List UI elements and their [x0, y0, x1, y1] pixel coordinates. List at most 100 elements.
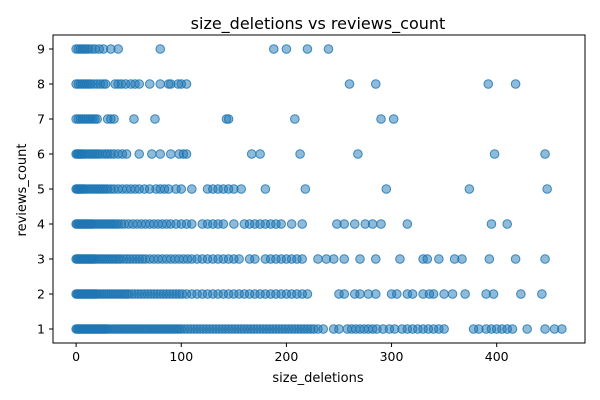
- data-point: [381, 184, 392, 194]
- data-point: [540, 324, 550, 334]
- data-point: [422, 254, 433, 264]
- data-point: [537, 289, 547, 299]
- data-point: [176, 184, 187, 194]
- x-tick-label: 0: [72, 349, 80, 364]
- data-point: [439, 324, 449, 334]
- y-tick-label: 7: [37, 112, 45, 127]
- data-point: [113, 44, 123, 54]
- x-axis: 0 100 200 300 400: [72, 343, 509, 364]
- data-point: [388, 114, 399, 124]
- y-tick-label: 4: [37, 217, 45, 232]
- data-point: [155, 149, 166, 159]
- data-point: [402, 219, 413, 229]
- x-tick-label: 100: [169, 349, 193, 364]
- data-point: [489, 149, 500, 159]
- data-point: [186, 184, 197, 194]
- data-point: [488, 289, 499, 299]
- data-point: [516, 289, 526, 299]
- data-point: [255, 149, 265, 159]
- data-point: [236, 184, 246, 194]
- data-point: [557, 324, 567, 334]
- data-point: [328, 254, 339, 264]
- data-point: [334, 324, 344, 334]
- data-point: [507, 324, 518, 334]
- data-point: [302, 289, 313, 299]
- data-point: [370, 79, 381, 89]
- data-point: [464, 184, 475, 194]
- data-point: [353, 149, 363, 159]
- data-point: [344, 79, 355, 89]
- data-point: [300, 184, 311, 194]
- data-point: [290, 114, 300, 124]
- data-point: [144, 79, 155, 89]
- data-point: [370, 254, 381, 264]
- data-point: [502, 219, 513, 229]
- y-tick-label: 5: [37, 182, 45, 197]
- y-tick-label: 2: [37, 287, 45, 302]
- data-point: [223, 114, 234, 124]
- y-tick-label: 8: [37, 77, 45, 92]
- data-point: [447, 289, 458, 299]
- data-point: [395, 254, 405, 264]
- x-tick-label: 400: [485, 349, 509, 364]
- data-point: [522, 324, 532, 334]
- data-point: [339, 289, 350, 299]
- data-point: [295, 149, 305, 159]
- y-tick-label: 9: [37, 42, 45, 57]
- data-point: [370, 289, 381, 299]
- data-point: [134, 149, 145, 159]
- y-tick-label: 1: [37, 322, 45, 337]
- data-point: [428, 289, 439, 299]
- data-point: [109, 114, 119, 124]
- data-point: [392, 289, 402, 299]
- data-point: [302, 44, 313, 54]
- points-layer: [71, 44, 567, 334]
- data-point: [313, 254, 323, 264]
- data-point: [367, 219, 378, 229]
- data-point: [355, 289, 365, 299]
- data-point: [100, 79, 111, 89]
- data-point: [297, 254, 307, 264]
- x-tick-label: 300: [380, 349, 404, 364]
- y-tick-label: 3: [37, 252, 45, 267]
- chart-title: size_deletions vs reviews_count: [191, 14, 446, 34]
- data-point: [510, 79, 521, 89]
- data-point: [323, 44, 334, 54]
- data-point: [147, 149, 157, 159]
- x-tick-label: 200: [274, 349, 298, 364]
- data-point: [246, 149, 257, 159]
- data-point: [376, 114, 386, 124]
- data-point: [155, 44, 166, 54]
- data-point: [181, 79, 192, 89]
- data-point: [434, 254, 444, 264]
- data-point: [407, 289, 418, 299]
- data-point: [286, 219, 297, 229]
- data-point: [510, 254, 521, 264]
- data-point: [355, 254, 365, 264]
- data-point: [318, 324, 329, 334]
- y-axis: 1 2 3 4 5 6 7 8 9: [37, 42, 53, 337]
- x-axis-label: size_deletions: [272, 371, 363, 386]
- data-point: [297, 219, 307, 229]
- data-point: [339, 254, 350, 264]
- data-point: [540, 254, 550, 264]
- data-point: [486, 219, 497, 229]
- data-point: [460, 289, 470, 299]
- data-point: [349, 219, 360, 229]
- data-point: [276, 219, 286, 229]
- data-point: [165, 149, 176, 159]
- data-point: [92, 114, 102, 124]
- data-point: [540, 149, 550, 159]
- data-point: [281, 44, 292, 54]
- data-point: [150, 114, 160, 124]
- data-point: [121, 149, 132, 159]
- data-point: [260, 184, 271, 194]
- data-point: [268, 44, 279, 54]
- data-point: [250, 254, 260, 264]
- data-point: [339, 219, 350, 229]
- data-point: [483, 79, 494, 89]
- data-point: [376, 219, 386, 229]
- y-tick-label: 6: [37, 147, 45, 162]
